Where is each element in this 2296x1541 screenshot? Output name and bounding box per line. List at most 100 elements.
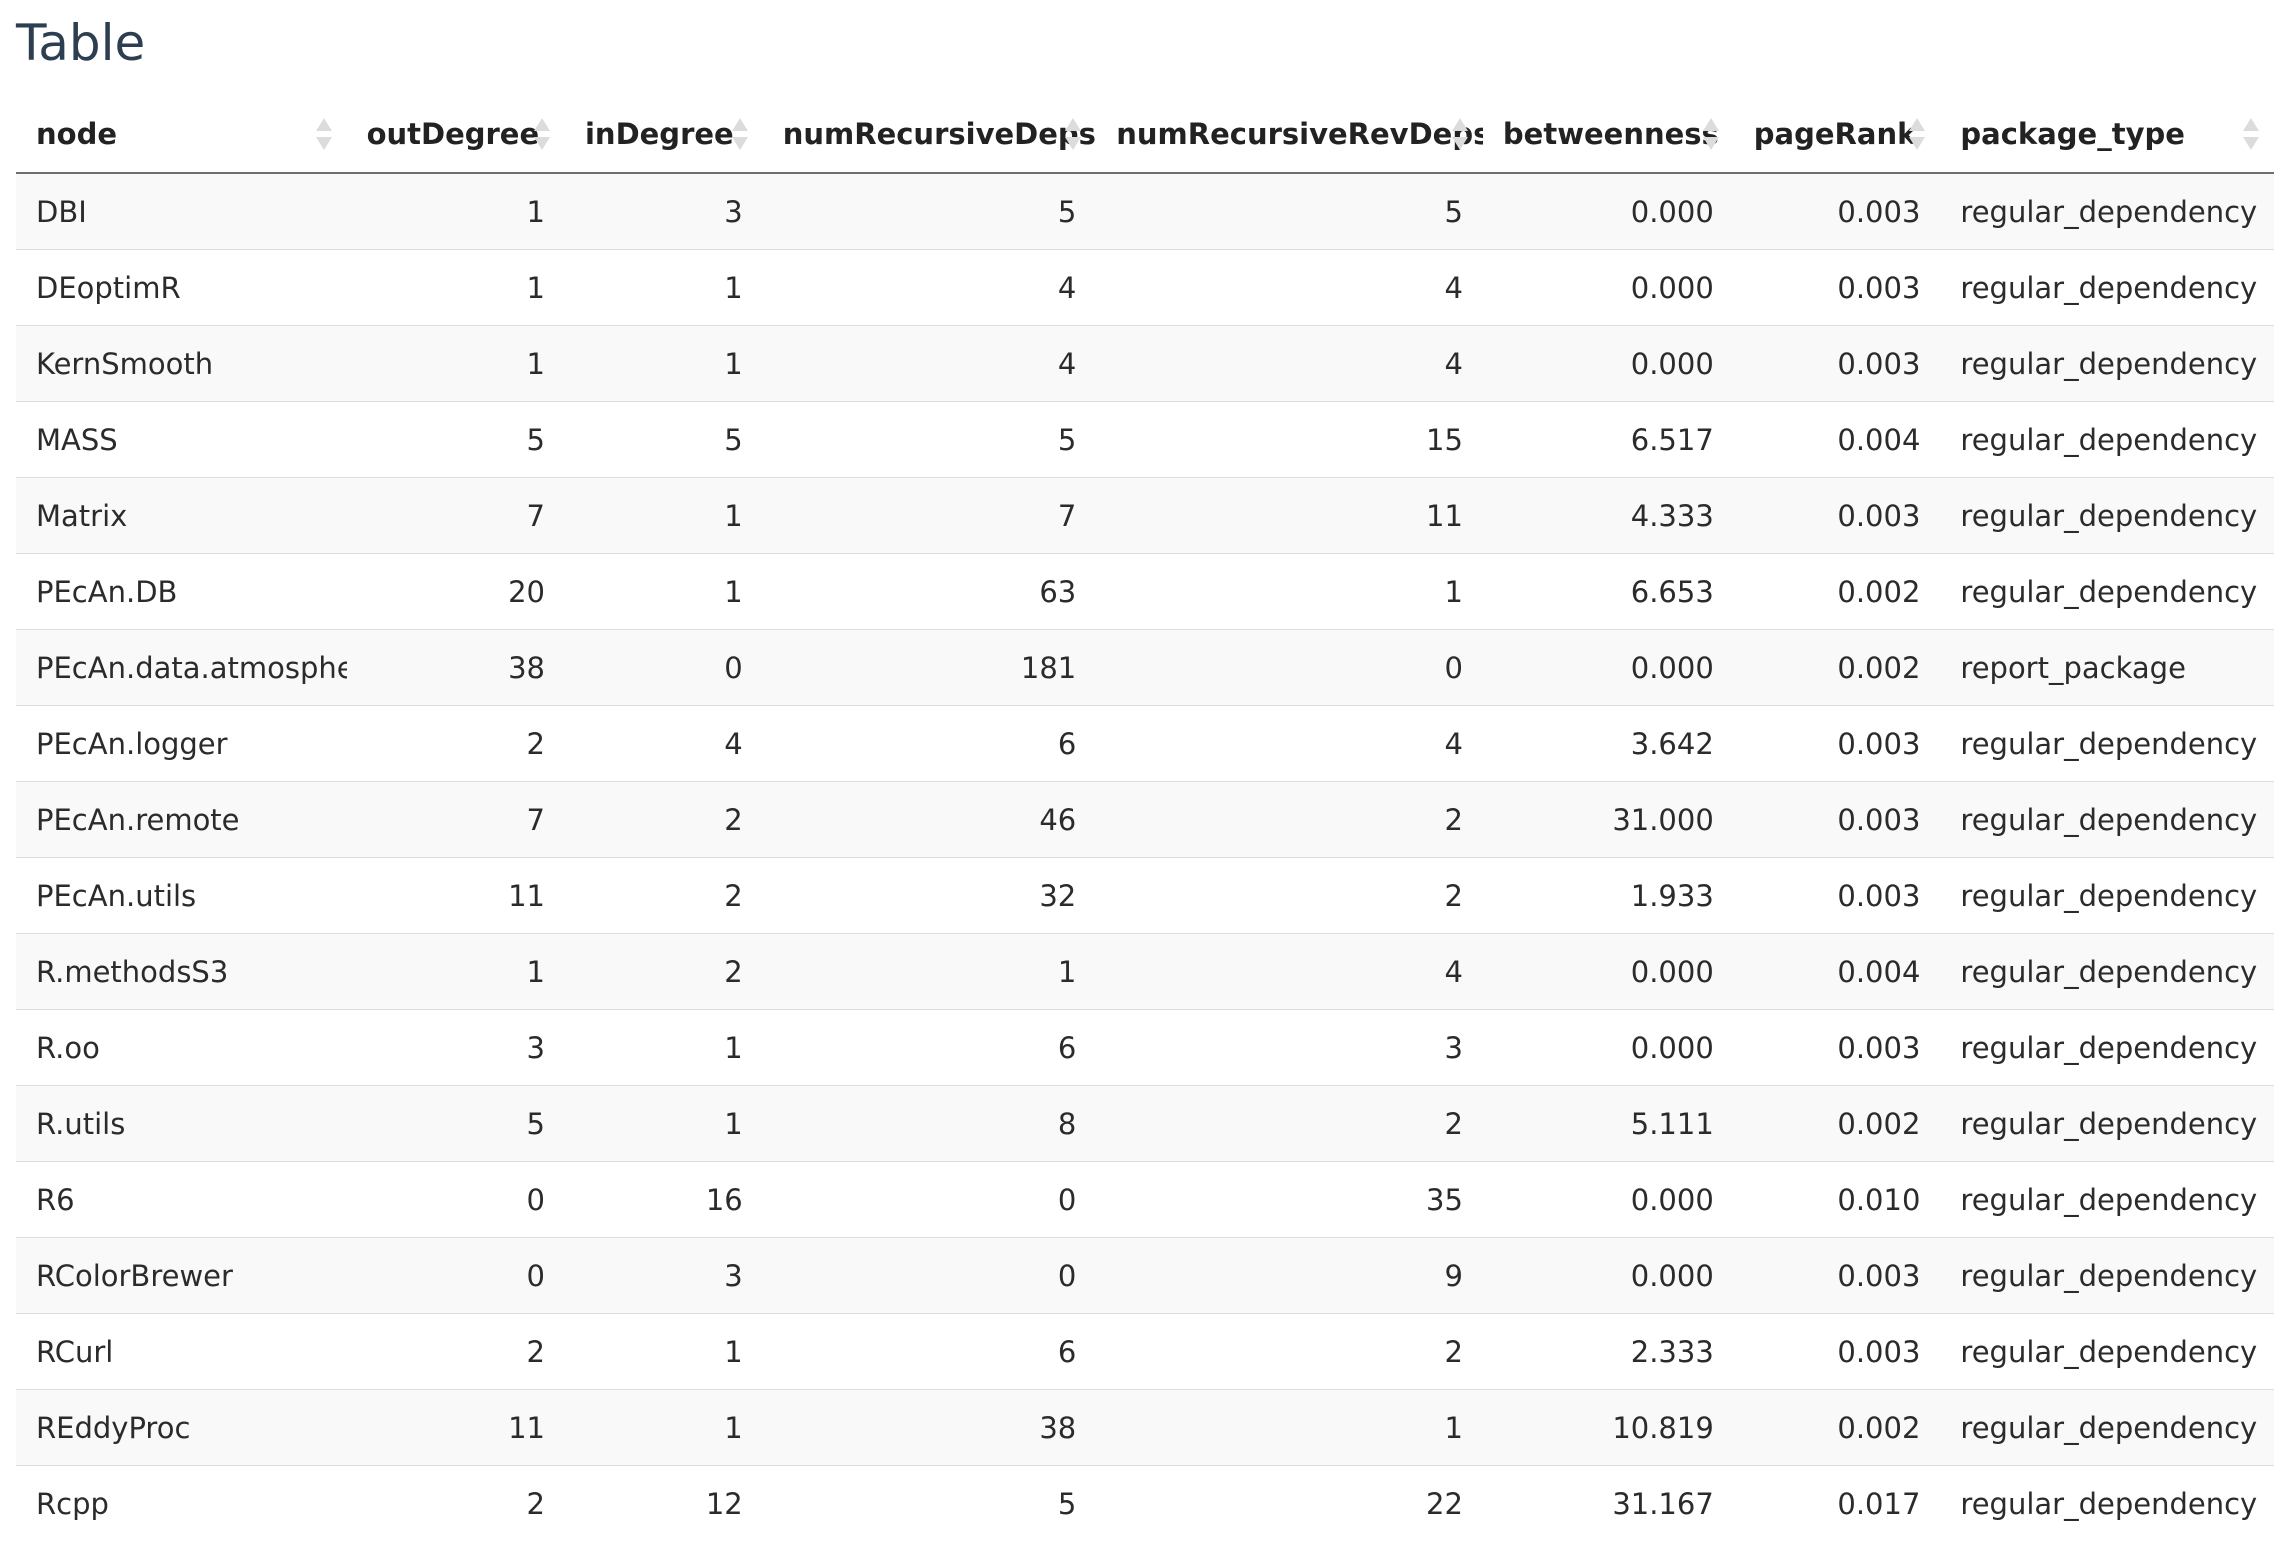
- cell-node: PEcAn.remote: [16, 782, 347, 858]
- cell-package-type: regular_dependency: [1940, 934, 2274, 1010]
- column-header-node[interactable]: node: [16, 96, 347, 173]
- cell-indegree: 2: [565, 934, 763, 1010]
- cell-betweenness: 0.000: [1483, 630, 1734, 706]
- cell-outdegree: 7: [347, 478, 565, 554]
- sort-both-icon[interactable]: [2242, 114, 2260, 154]
- cell-numrecursiverevdeps: 2: [1096, 1314, 1483, 1390]
- cell-node: PEcAn.DB: [16, 554, 347, 630]
- cell-numrecursiverevdeps: 5: [1096, 173, 1483, 250]
- cell-node: MASS: [16, 402, 347, 478]
- cell-numrecursiverevdeps: 9: [1096, 1238, 1483, 1314]
- cell-betweenness: 0.000: [1483, 934, 1734, 1010]
- cell-outdegree: 1: [347, 934, 565, 1010]
- cell-node: R6: [16, 1162, 347, 1238]
- cell-betweenness: 6.653: [1483, 554, 1734, 630]
- cell-package-type: regular_dependency: [1940, 402, 2274, 478]
- cell-pagerank: 0.003: [1734, 173, 1941, 250]
- cell-pagerank: 0.017: [1734, 1466, 1941, 1541]
- cell-outdegree: 0: [347, 1162, 565, 1238]
- cell-indegree: 4: [565, 706, 763, 782]
- sort-both-icon[interactable]: [1702, 114, 1720, 154]
- cell-betweenness: 31.167: [1483, 1466, 1734, 1541]
- table-row[interactable]: PEcAn.data.atmosphere38018100.0000.002re…: [16, 630, 2274, 706]
- cell-indegree: 1: [565, 1086, 763, 1162]
- column-header-label: numRecursiveDeps: [783, 117, 1096, 151]
- cell-outdegree: 7: [347, 782, 565, 858]
- column-header-package-type[interactable]: package_type: [1940, 96, 2274, 173]
- cell-node: DBI: [16, 173, 347, 250]
- column-header-outdegree[interactable]: outDegree: [347, 96, 565, 173]
- cell-package-type: regular_dependency: [1940, 1086, 2274, 1162]
- cell-pagerank: 0.003: [1734, 1314, 1941, 1390]
- column-header-label: outDegree: [367, 117, 540, 151]
- cell-package-type: regular_dependency: [1940, 1010, 2274, 1086]
- cell-package-type: regular_dependency: [1940, 173, 2274, 250]
- cell-indegree: 1: [565, 1390, 763, 1466]
- column-header-betweenness[interactable]: betweenness: [1483, 96, 1734, 173]
- sort-both-icon[interactable]: [1908, 114, 1926, 154]
- cell-numrecursiverevdeps: 4: [1096, 326, 1483, 402]
- sort-both-icon[interactable]: [533, 114, 551, 154]
- cell-outdegree: 38: [347, 630, 565, 706]
- cell-package-type: regular_dependency: [1940, 782, 2274, 858]
- cell-pagerank: 0.003: [1734, 326, 1941, 402]
- cell-node: RCurl: [16, 1314, 347, 1390]
- cell-betweenness: 4.333: [1483, 478, 1734, 554]
- cell-pagerank: 0.003: [1734, 858, 1941, 934]
- cell-outdegree: 2: [347, 706, 565, 782]
- cell-betweenness: 0.000: [1483, 326, 1734, 402]
- cell-node: KernSmooth: [16, 326, 347, 402]
- cell-package-type: report_package: [1940, 630, 2274, 706]
- sort-both-icon[interactable]: [1064, 114, 1082, 154]
- cell-outdegree: 1: [347, 326, 565, 402]
- column-header-numrecursivedeps[interactable]: numRecursiveDeps: [763, 96, 1097, 173]
- cell-outdegree: 20: [347, 554, 565, 630]
- cell-numrecursivedeps: 181: [763, 630, 1097, 706]
- cell-numrecursivedeps: 7: [763, 478, 1097, 554]
- column-header-indegree[interactable]: inDegree: [565, 96, 763, 173]
- sort-both-icon[interactable]: [731, 114, 749, 154]
- cell-numrecursivedeps: 0: [763, 1162, 1097, 1238]
- cell-outdegree: 1: [347, 173, 565, 250]
- column-header-numrecursiverevdeps[interactable]: numRecursiveRevDeps: [1096, 96, 1483, 173]
- cell-numrecursiverevdeps: 35: [1096, 1162, 1483, 1238]
- cell-outdegree: 1: [347, 250, 565, 326]
- cell-numrecursivedeps: 63: [763, 554, 1097, 630]
- sort-both-icon[interactable]: [1451, 114, 1469, 154]
- cell-package-type: regular_dependency: [1940, 1390, 2274, 1466]
- cell-betweenness: 3.642: [1483, 706, 1734, 782]
- column-header-pagerank[interactable]: pageRank: [1734, 96, 1941, 173]
- cell-numrecursivedeps: 4: [763, 250, 1097, 326]
- cell-node: DEoptimR: [16, 250, 347, 326]
- cell-node: REddyProc: [16, 1390, 347, 1466]
- cell-pagerank: 0.002: [1734, 554, 1941, 630]
- cell-numrecursivedeps: 5: [763, 173, 1097, 250]
- cell-package-type: regular_dependency: [1940, 554, 2274, 630]
- cell-package-type: regular_dependency: [1940, 326, 2274, 402]
- cell-outdegree: 2: [347, 1466, 565, 1541]
- cell-indegree: 16: [565, 1162, 763, 1238]
- cell-betweenness: 6.517: [1483, 402, 1734, 478]
- cell-pagerank: 0.002: [1734, 1086, 1941, 1162]
- sort-both-icon[interactable]: [315, 114, 333, 154]
- cell-outdegree: 5: [347, 402, 565, 478]
